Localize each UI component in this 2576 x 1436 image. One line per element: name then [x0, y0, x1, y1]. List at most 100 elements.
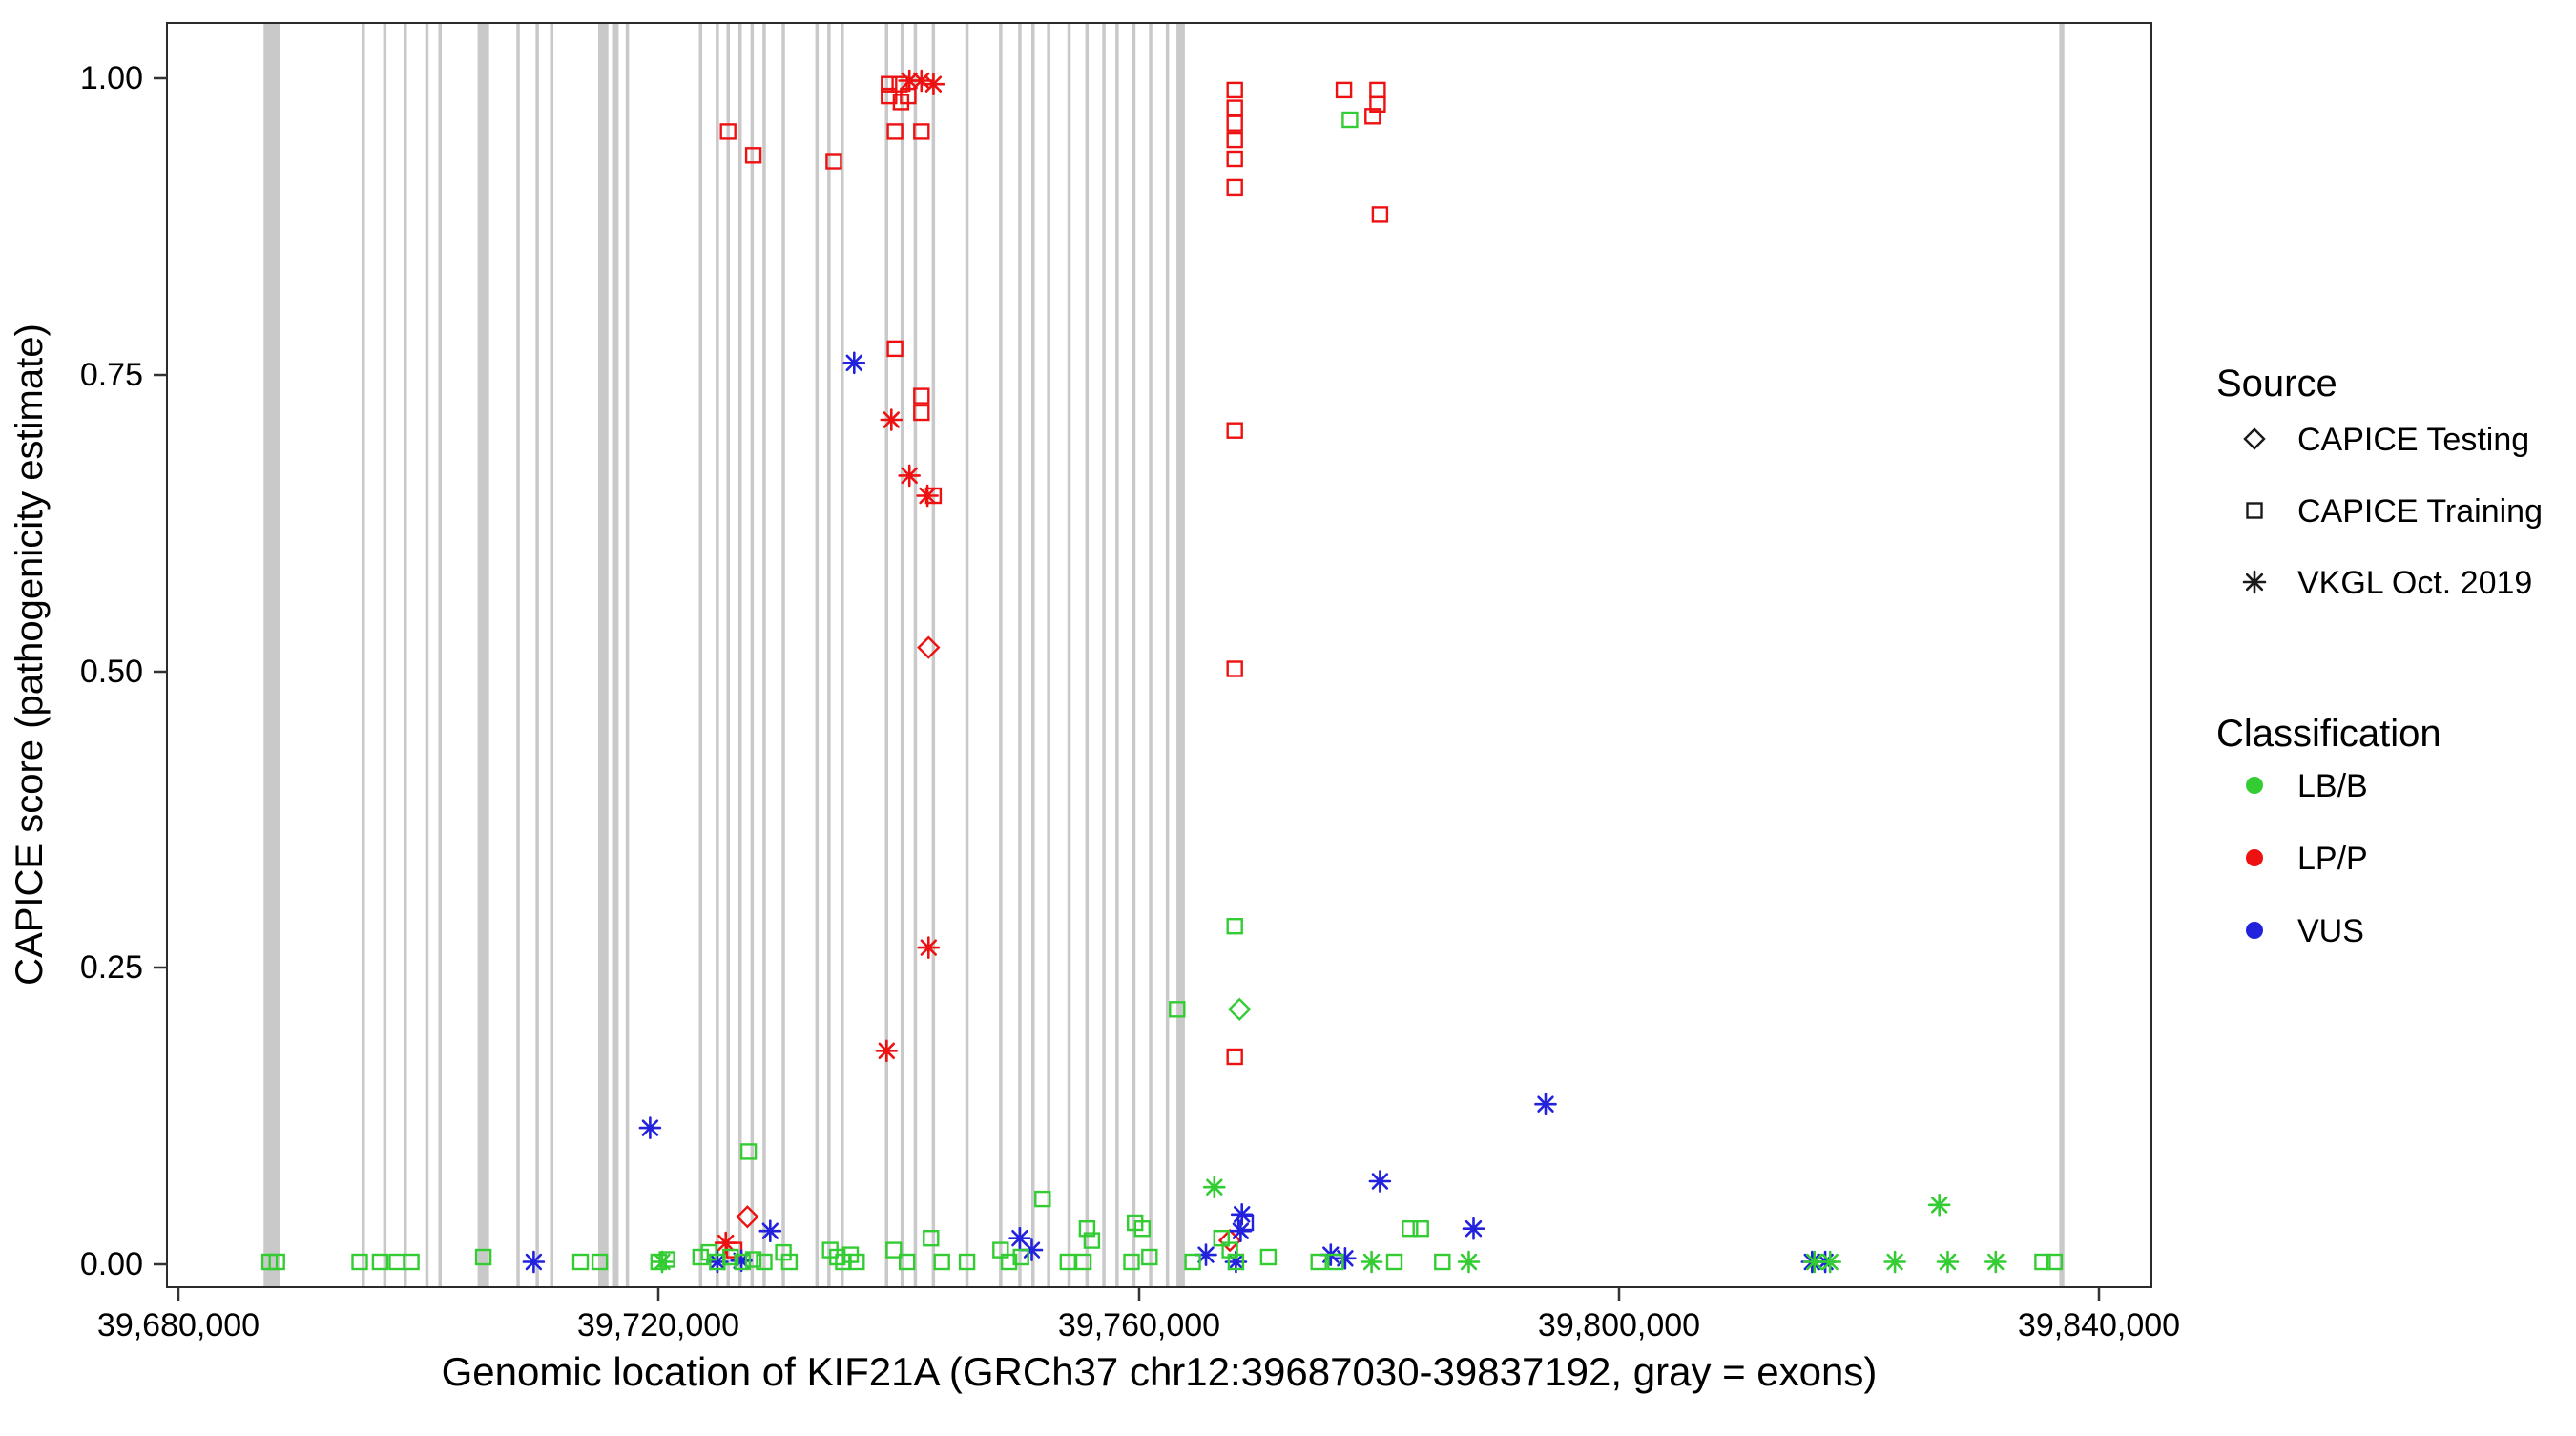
data-point	[1226, 1048, 1243, 1066]
data-point	[1434, 1253, 1451, 1271]
legend-item-capice-testing: CAPICE Testing	[2297, 422, 2529, 458]
exon-bar	[827, 23, 831, 1287]
data-point	[880, 408, 904, 431]
exon-bar	[2059, 23, 2065, 1287]
exon-bar	[999, 23, 1003, 1287]
data-point	[829, 1248, 846, 1266]
data-point	[1074, 1253, 1092, 1271]
data-point	[780, 1253, 799, 1271]
data-point	[351, 1253, 368, 1271]
data-point	[719, 123, 737, 140]
data-point	[1226, 150, 1243, 168]
exon-bar	[1018, 23, 1022, 1287]
y-axis-ticks	[154, 76, 167, 1266]
data-point	[403, 1253, 420, 1271]
exon-bar	[550, 23, 553, 1287]
legend-item-vkgl: VKGL Oct. 2019	[2297, 565, 2532, 601]
exon-bar	[425, 23, 429, 1287]
data-point	[1226, 81, 1243, 99]
data-point	[571, 1253, 590, 1271]
data-point	[371, 1253, 389, 1271]
data-point	[714, 1231, 737, 1255]
data-point	[1310, 1253, 1327, 1271]
x-tick-label: 39,840,000	[2018, 1307, 2180, 1343]
data-point	[1184, 1253, 1201, 1271]
exon-bar	[900, 23, 904, 1287]
data-point	[1224, 1250, 1248, 1274]
lbb-color-dot	[2246, 777, 2263, 794]
data-point	[1012, 1248, 1029, 1266]
data-point	[1259, 1248, 1278, 1266]
data-point	[898, 69, 921, 93]
data-point	[1169, 1001, 1186, 1018]
exon-bar	[477, 23, 489, 1287]
data-point	[1083, 1232, 1101, 1249]
data-point	[886, 340, 904, 358]
data-point	[958, 1253, 976, 1271]
data-point	[744, 1251, 762, 1268]
legend-classification: Classification LB/B LP/P VUS	[2216, 713, 2441, 949]
exon-bar	[404, 23, 407, 1287]
data-point	[899, 1253, 916, 1271]
x-tick-label: 39,800,000	[1538, 1307, 1700, 1343]
data-point	[913, 387, 930, 405]
exon-bar	[931, 23, 936, 1287]
data-point	[1360, 1250, 1383, 1274]
data-point	[1335, 81, 1353, 99]
lpp-color-dot	[2246, 849, 2263, 866]
legend-item-capice-training: CAPICE Training	[2297, 493, 2543, 530]
data-point	[1385, 1253, 1403, 1271]
data-point	[706, 1250, 729, 1274]
data-point	[992, 1241, 1009, 1259]
y-tick-label: 0.75	[80, 357, 143, 393]
exon-bars-layer	[263, 23, 2065, 1287]
exon-bar	[612, 23, 619, 1287]
exon-bar	[1067, 23, 1071, 1287]
asterisk-legend-icon	[2242, 570, 2267, 594]
data-point	[910, 69, 933, 93]
data-point	[881, 75, 898, 93]
data-point	[922, 73, 945, 95]
data-point	[638, 1116, 662, 1139]
exon-bar	[438, 23, 442, 1287]
exon-bar	[965, 23, 969, 1287]
data-point	[1936, 1250, 1960, 1274]
data-point	[885, 1241, 903, 1259]
data-point	[1371, 206, 1389, 223]
data-point	[825, 153, 842, 170]
exon-bar	[1149, 23, 1153, 1287]
data-point	[1226, 178, 1243, 197]
data-point	[1228, 997, 1252, 1021]
exon-bar	[362, 23, 365, 1287]
data-point	[1213, 1229, 1231, 1247]
exon-bar	[716, 23, 719, 1287]
data-point	[875, 1039, 899, 1063]
exon-bar	[1102, 23, 1106, 1287]
data-points-layer	[260, 69, 2064, 1274]
data-point	[916, 484, 939, 508]
data-point	[917, 936, 941, 959]
exon-bar	[1031, 23, 1035, 1287]
exon-bar	[750, 23, 755, 1287]
exon-bar	[535, 23, 539, 1287]
exon-bar	[1165, 23, 1170, 1287]
data-point	[1123, 1253, 1140, 1271]
data-point	[1141, 1248, 1158, 1266]
data-point	[1226, 918, 1243, 935]
data-point	[591, 1253, 609, 1271]
data-point	[898, 464, 921, 488]
data-point	[1364, 108, 1381, 125]
data-point	[1534, 1093, 1557, 1115]
plot-panel-border	[166, 22, 2152, 1288]
data-point	[474, 1248, 492, 1266]
data-point	[1226, 660, 1243, 677]
exon-bar	[726, 23, 730, 1287]
data-point	[1226, 422, 1243, 439]
legend-item-vus: VUS	[2297, 913, 2364, 949]
data-point	[913, 123, 930, 140]
data-point	[1883, 1250, 1906, 1274]
data-point	[933, 1253, 950, 1271]
data-point	[2046, 1253, 2064, 1271]
